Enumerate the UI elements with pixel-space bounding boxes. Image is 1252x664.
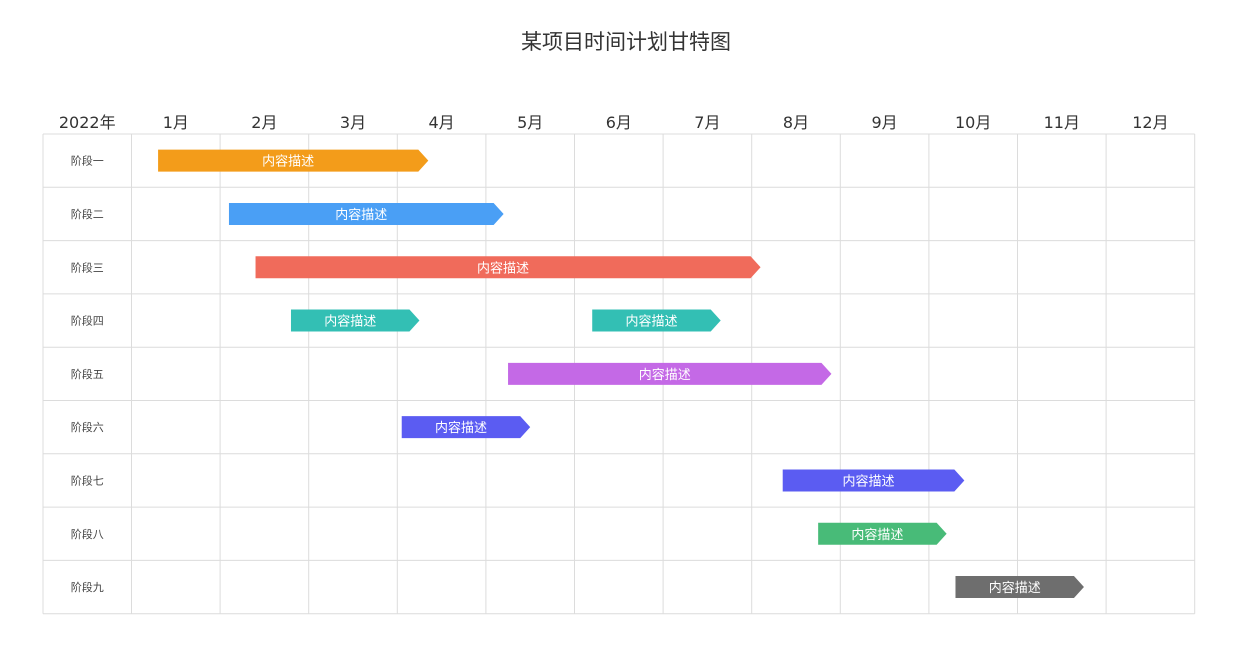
task-label: 内容描述 bbox=[625, 314, 677, 330]
task-bar bbox=[818, 522, 947, 545]
task-bar bbox=[401, 416, 531, 439]
month-label: 12月 bbox=[1132, 113, 1168, 132]
phase-label: 阶段一 bbox=[71, 154, 104, 168]
task-label: 内容描述 bbox=[435, 420, 487, 436]
task-label: 内容描述 bbox=[639, 367, 691, 383]
phase-label: 阶段二 bbox=[71, 207, 104, 221]
month-label: 10月 bbox=[955, 113, 991, 132]
month-label: 1月 bbox=[163, 113, 189, 132]
month-label: 6月 bbox=[606, 113, 632, 132]
task-label: 内容描述 bbox=[851, 527, 903, 543]
task-bar bbox=[255, 256, 761, 279]
task-label: 内容描述 bbox=[477, 260, 529, 276]
task-label: 内容描述 bbox=[262, 154, 314, 170]
month-label: 11月 bbox=[1044, 113, 1080, 132]
task-bar bbox=[228, 202, 504, 225]
phase-label: 阶段七 bbox=[71, 473, 104, 487]
phase-label: 阶段五 bbox=[71, 367, 104, 381]
task-label: 内容描述 bbox=[324, 314, 376, 330]
task-bar bbox=[508, 362, 832, 385]
phase-label: 阶段八 bbox=[71, 527, 104, 541]
task-label: 内容描述 bbox=[335, 207, 387, 223]
month-label: 8月 bbox=[783, 113, 809, 132]
task-bar bbox=[592, 309, 721, 332]
task-bar bbox=[955, 576, 1084, 599]
month-label: 9月 bbox=[872, 113, 898, 132]
phase-label: 阶段三 bbox=[71, 260, 104, 274]
month-label: 7月 bbox=[694, 113, 720, 132]
task-bar bbox=[782, 469, 965, 492]
month-label: 5月 bbox=[517, 113, 543, 132]
task-bar bbox=[158, 149, 429, 172]
month-label: 3月 bbox=[340, 113, 366, 132]
phase-label: 阶段六 bbox=[71, 420, 104, 434]
phase-label: 阶段九 bbox=[71, 580, 104, 594]
phase-label: 阶段四 bbox=[71, 314, 104, 328]
task-label: 内容描述 bbox=[843, 473, 895, 489]
month-label: 4月 bbox=[429, 113, 455, 132]
year-label: 2022年 bbox=[59, 113, 116, 132]
task-label: 内容描述 bbox=[989, 580, 1041, 596]
month-label: 2月 bbox=[251, 113, 277, 132]
chart-title: 某项目时间计划甘特图 bbox=[521, 30, 731, 54]
task-bar bbox=[290, 309, 420, 332]
